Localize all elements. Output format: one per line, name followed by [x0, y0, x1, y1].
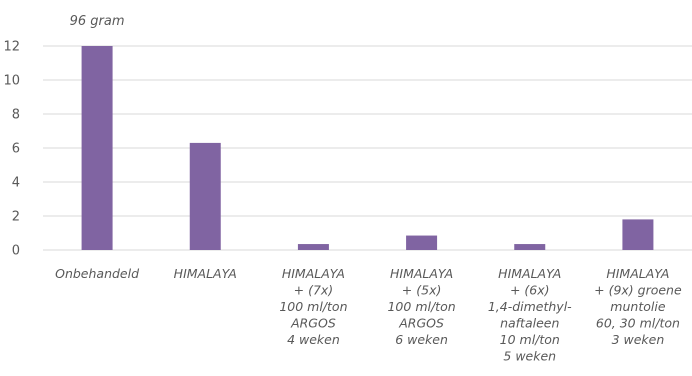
category-label: Onbehandeld: [55, 266, 139, 281]
bar: [514, 244, 546, 250]
bar: [189, 142, 221, 250]
category-label-line: 60, 30 ml/ton: [596, 316, 680, 331]
category-label-line: naftaleen: [500, 316, 559, 331]
category-label-line: 3 weken: [612, 332, 665, 347]
category-label-line: HIMALAYA: [282, 266, 345, 281]
category-label-line: HIMALAYA: [390, 266, 453, 281]
bar: [622, 219, 654, 250]
category-label-line: + (7x): [294, 283, 334, 298]
y-tick-label: 6: [12, 142, 20, 157]
category-label-line: 6 weken: [395, 332, 448, 347]
y-tick-label: 2: [12, 210, 20, 225]
category-label: HIMALAYA: [174, 266, 237, 281]
y-tick-label: 4: [12, 176, 20, 191]
bars: [81, 46, 654, 250]
bar: [297, 244, 329, 250]
gridlines: [43, 45, 692, 251]
category-label: HIMALAYA + (6x) 1,4-dimethyl-naftaleen 10 m…: [488, 266, 572, 364]
y-tick-label: 12: [3, 40, 20, 55]
category-label-line: ARGOS: [290, 316, 336, 331]
y-tick-label: 10: [3, 74, 20, 89]
category-label-line: muntolie: [610, 299, 666, 314]
category-label-line: Onbehandeld: [55, 266, 139, 281]
category-label-line: HIMALAYA: [174, 266, 237, 281]
category-label: HIMALAYA + (7x) 100 ml/ton ARGOS 4 weken: [279, 266, 347, 347]
category-label: HIMALAYA + (5x) 100 ml/ton ARGOS 6 weken: [387, 266, 455, 347]
category-label-line: + (5x): [402, 283, 442, 298]
category-label-line: 10 ml/ton: [500, 332, 560, 347]
category-label-line: 100 ml/ton: [387, 299, 455, 314]
category-label-line: 100 ml/ton: [279, 299, 347, 314]
category-label-line: + (9x) groene: [594, 283, 682, 298]
category-label: HIMALAYA + (9x) groene muntolie 60, 30 ml/t…: [594, 266, 682, 347]
annotations: 96 gram: [70, 14, 125, 29]
category-label-line: ARGOS: [398, 316, 444, 331]
category-label-line: 1,4-dimethyl-: [488, 299, 572, 314]
y-tick-label: 8: [12, 108, 20, 123]
bar: [81, 46, 113, 250]
category-label-line: + (6x): [510, 283, 550, 298]
category-label-line: 4 weken: [287, 332, 340, 347]
bar-annotation: 96 gram: [70, 14, 125, 29]
bar: [406, 235, 438, 250]
category-label-line: HIMALAYA: [606, 266, 669, 281]
category-label-line: 5 weken: [503, 349, 556, 364]
category-labels: Onbehandeld HIMALAYA HIMALAYA + (7x) 100 ml/…: [55, 266, 682, 364]
y-axis-ticks: 0 2 4 6 8 10 12: [3, 40, 20, 259]
category-label-line: HIMALAYA: [498, 266, 561, 281]
y-tick-label: 0: [12, 244, 20, 259]
